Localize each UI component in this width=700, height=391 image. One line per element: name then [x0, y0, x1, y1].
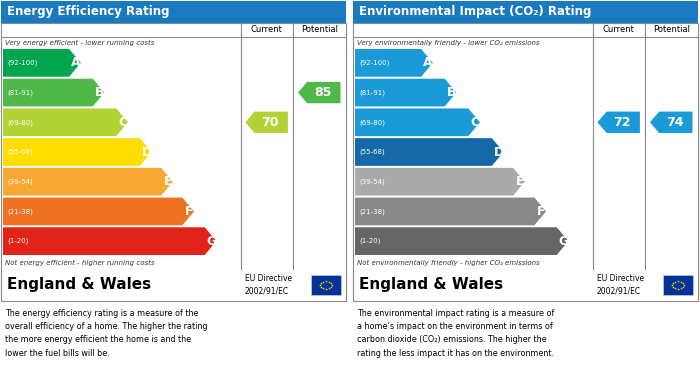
Text: Energy Efficiency Rating: Energy Efficiency Rating	[7, 5, 169, 18]
Polygon shape	[298, 82, 340, 103]
Polygon shape	[3, 168, 173, 196]
Polygon shape	[597, 111, 640, 133]
Text: Current: Current	[251, 25, 283, 34]
Text: (1-20): (1-20)	[359, 238, 380, 244]
Text: The environmental impact rating is a measure of
a home’s impact on the environme: The environmental impact rating is a mea…	[357, 309, 554, 358]
Polygon shape	[355, 138, 503, 166]
Text: Very energy efficient - lower running costs: Very energy efficient - lower running co…	[5, 40, 155, 46]
Polygon shape	[3, 227, 216, 255]
Text: (81-91): (81-91)	[7, 89, 33, 96]
Text: C: C	[119, 116, 128, 129]
Text: (81-91): (81-91)	[359, 89, 385, 96]
Text: G: G	[206, 235, 217, 248]
Polygon shape	[355, 227, 568, 255]
Text: (21-38): (21-38)	[7, 208, 33, 215]
Polygon shape	[355, 79, 456, 106]
Polygon shape	[3, 79, 104, 106]
Text: Potential: Potential	[301, 25, 338, 34]
Polygon shape	[3, 138, 151, 166]
Text: A: A	[71, 56, 81, 69]
Text: G: G	[559, 235, 569, 248]
Polygon shape	[355, 49, 433, 77]
Text: F: F	[537, 205, 545, 218]
Text: B: B	[95, 86, 104, 99]
Text: D: D	[142, 145, 152, 158]
Text: D: D	[494, 145, 504, 158]
Text: B: B	[447, 86, 456, 99]
Bar	[1, 1, 346, 23]
Text: Environmental Impact (CO₂) Rating: Environmental Impact (CO₂) Rating	[359, 5, 592, 18]
Text: A: A	[424, 56, 433, 69]
Text: (55-68): (55-68)	[359, 149, 385, 155]
Text: (69-80): (69-80)	[359, 119, 385, 126]
Text: The energy efficiency rating is a measure of the
overall efficiency of a home. T: The energy efficiency rating is a measur…	[5, 309, 207, 358]
Polygon shape	[3, 108, 128, 136]
Text: Very environmentally friendly - lower CO₂ emissions: Very environmentally friendly - lower CO…	[357, 40, 540, 46]
Text: (92-100): (92-100)	[7, 59, 37, 66]
Text: E: E	[516, 175, 524, 188]
Text: 74: 74	[666, 116, 683, 129]
Polygon shape	[650, 111, 692, 133]
Text: 85: 85	[314, 86, 331, 99]
Polygon shape	[3, 49, 80, 77]
Bar	[663, 275, 693, 295]
Text: Not environmentally friendly - higher CO₂ emissions: Not environmentally friendly - higher CO…	[357, 260, 540, 266]
Text: Current: Current	[603, 25, 635, 34]
Polygon shape	[355, 197, 546, 225]
Text: (1-20): (1-20)	[7, 238, 29, 244]
Bar	[353, 1, 698, 23]
Text: E: E	[164, 175, 172, 188]
Bar	[1, 23, 346, 301]
Text: (21-38): (21-38)	[359, 208, 385, 215]
Bar	[311, 275, 341, 295]
Text: (39-54): (39-54)	[7, 178, 33, 185]
Text: England & Wales: England & Wales	[359, 278, 503, 292]
Text: EU Directive
2002/91/EC: EU Directive 2002/91/EC	[597, 274, 644, 296]
Text: 70: 70	[261, 116, 279, 129]
Text: 72: 72	[613, 116, 631, 129]
Text: (55-68): (55-68)	[7, 149, 33, 155]
Text: F: F	[185, 205, 194, 218]
Polygon shape	[355, 168, 525, 196]
Text: Not energy efficient - higher running costs: Not energy efficient - higher running co…	[5, 260, 155, 266]
Polygon shape	[355, 108, 480, 136]
Text: (69-80): (69-80)	[7, 119, 33, 126]
Text: EU Directive
2002/91/EC: EU Directive 2002/91/EC	[245, 274, 292, 296]
Text: C: C	[470, 116, 480, 129]
Text: (39-54): (39-54)	[359, 178, 385, 185]
Text: (92-100): (92-100)	[359, 59, 389, 66]
Text: Potential: Potential	[653, 25, 690, 34]
Bar	[353, 23, 698, 301]
Polygon shape	[246, 111, 288, 133]
Polygon shape	[3, 197, 194, 225]
Text: England & Wales: England & Wales	[7, 278, 151, 292]
